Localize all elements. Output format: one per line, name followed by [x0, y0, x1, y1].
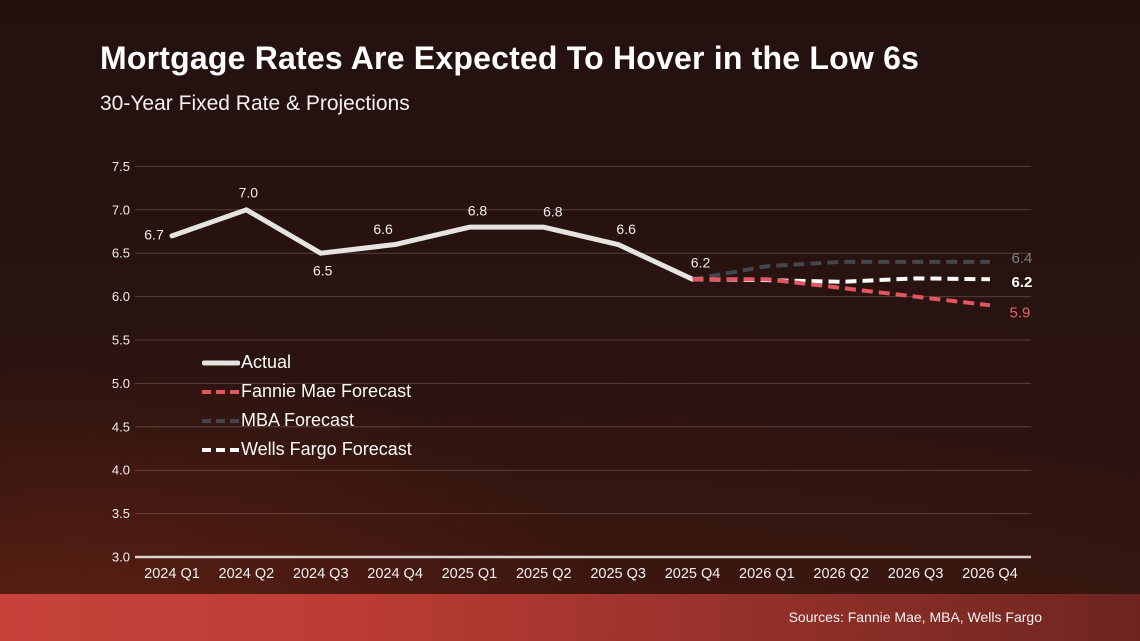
- sources-note: Sources: Fannie Mae, MBA, Wells Fargo: [788, 609, 1042, 625]
- svg-text:4.0: 4.0: [112, 463, 130, 478]
- svg-text:6.7: 6.7: [144, 226, 164, 242]
- svg-text:2025 Q1: 2025 Q1: [442, 566, 498, 582]
- svg-text:2026 Q3: 2026 Q3: [888, 566, 944, 582]
- svg-text:6.5: 6.5: [313, 263, 333, 279]
- svg-text:5.9: 5.9: [1010, 304, 1031, 321]
- svg-text:6.5: 6.5: [112, 246, 130, 261]
- svg-text:7.0: 7.0: [112, 202, 130, 217]
- legend-item-mba: MBA Forecast: [202, 406, 412, 435]
- svg-text:7.0: 7.0: [239, 184, 259, 200]
- wells-fargo-dashed-swatch-icon: [202, 447, 240, 452]
- svg-text:6.0: 6.0: [112, 289, 130, 304]
- legend-item-actual: Actual: [202, 348, 412, 377]
- svg-text:5.5: 5.5: [112, 333, 130, 348]
- svg-text:2026 Q1: 2026 Q1: [739, 566, 795, 582]
- gridlines: [135, 165, 1031, 559]
- svg-text:6.2: 6.2: [691, 255, 711, 271]
- chart-legend: Actual Fannie Mae Forecast MBA Forecast …: [202, 348, 412, 464]
- svg-text:6.8: 6.8: [543, 204, 563, 220]
- svg-text:2024 Q1: 2024 Q1: [144, 566, 200, 582]
- data-labels: 6.7 7.0 6.5 6.6 6.8 6.8 6.6 6.2 6.4 6.2 5.9: [144, 184, 1032, 321]
- legend-label: Actual: [241, 352, 292, 372]
- svg-text:6.4: 6.4: [1012, 250, 1033, 267]
- legend-label: MBA Forecast: [241, 410, 355, 430]
- svg-text:2024 Q3: 2024 Q3: [293, 566, 349, 582]
- svg-text:2026 Q2: 2026 Q2: [813, 566, 869, 582]
- svg-text:4.5: 4.5: [112, 419, 130, 434]
- svg-text:2025 Q4: 2025 Q4: [665, 566, 721, 582]
- series-lines: [169, 207, 991, 308]
- legend-label: Fannie Mae Forecast: [241, 381, 412, 401]
- svg-text:3.0: 3.0: [112, 550, 130, 565]
- svg-text:6.2: 6.2: [1012, 274, 1033, 291]
- source-bar: Sources: Fannie Mae, MBA, Wells Fargo: [0, 594, 1140, 641]
- page-title: Mortgage Rates Are Expected To Hover in …: [100, 40, 920, 76]
- svg-text:5.0: 5.0: [112, 376, 130, 391]
- svg-text:3.5: 3.5: [112, 506, 130, 521]
- svg-text:6.6: 6.6: [373, 221, 393, 237]
- svg-text:2025 Q2: 2025 Q2: [516, 566, 572, 582]
- fannie-mae-dashed-swatch-icon: [202, 389, 240, 394]
- mba-dashed-swatch-icon: [202, 418, 240, 423]
- svg-text:2025 Q3: 2025 Q3: [590, 566, 646, 582]
- svg-text:2024 Q4: 2024 Q4: [367, 566, 423, 582]
- svg-text:6.6: 6.6: [616, 221, 636, 237]
- svg-text:7.5: 7.5: [112, 159, 130, 174]
- x-axis-labels: 2024 Q1 2024 Q2 2024 Q3 2024 Q4 2025 Q1 2025 …: [144, 566, 1018, 582]
- legend-item-wells-fargo: Wells Fargo Forecast: [202, 435, 412, 464]
- legend-label: Wells Fargo Forecast: [241, 439, 412, 459]
- page-subtitle: 30-Year Fixed Rate & Projections: [100, 92, 410, 115]
- svg-text:2026 Q4: 2026 Q4: [962, 566, 1018, 582]
- actual-line-swatch-icon: [202, 360, 240, 365]
- svg-text:6.8: 6.8: [468, 203, 488, 219]
- y-axis-labels: 7.5 7.0 6.5 6.0 5.5 5.0 4.5 4.0 3.5 3.0: [112, 159, 130, 565]
- legend-item-fannie-mae: Fannie Mae Forecast: [202, 377, 412, 406]
- svg-text:2024 Q2: 2024 Q2: [219, 566, 275, 582]
